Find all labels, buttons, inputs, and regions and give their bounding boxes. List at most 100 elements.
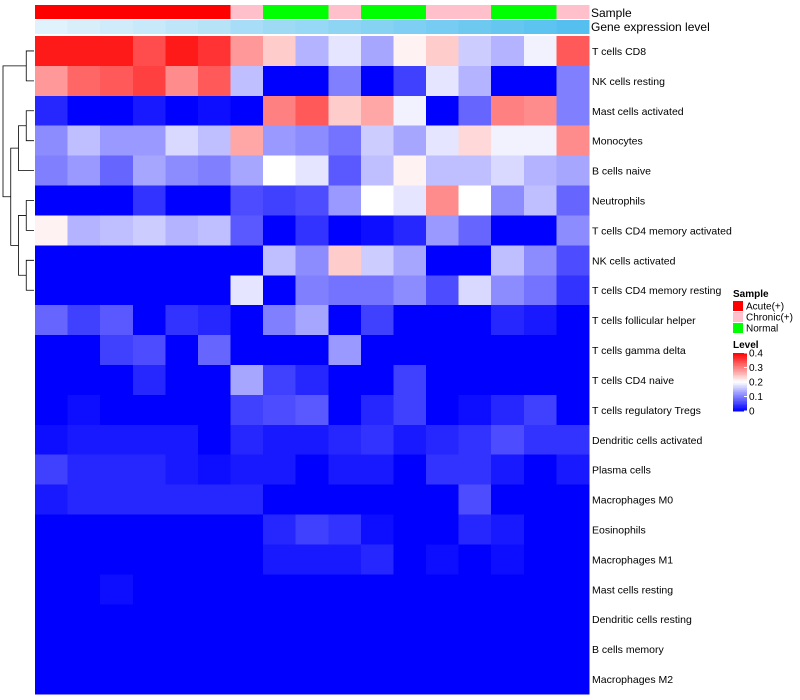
gene-expression-annotation-cell [426,20,460,34]
heatmap-cell [360,664,394,695]
heatmap-cell [197,305,231,336]
dendrogram-branch [10,147,19,246]
heatmap-cell [556,335,590,366]
heatmap-cell [295,484,329,515]
heatmap-cell [523,514,557,545]
heatmap-cell [426,604,460,635]
heatmap-cell [35,454,68,486]
heatmap-cell [491,95,525,127]
colorbar-segment [733,363,747,366]
gene-expression-annotation-cell [263,20,297,34]
heatmap-cell [263,65,297,97]
colorbar-segment [733,380,747,383]
heatmap-cell [67,125,101,157]
heatmap-cell [556,484,590,515]
heatmap-cell [67,634,101,665]
heatmap-cell [132,634,166,665]
heatmap-cell [67,335,101,366]
heatmap-cell [197,155,231,186]
heatmap-cell [165,454,199,486]
heatmap-cell [491,454,525,486]
heatmap-cell [67,484,101,515]
heatmap-cell [197,275,231,306]
colorbar-segment [733,409,747,412]
row-dendrogram [2,50,34,291]
heatmap-cell [100,215,134,246]
heatmap-cell [295,574,329,605]
heatmap-cell [165,36,199,67]
heatmap-cell [393,634,427,665]
heatmap-cell [132,424,166,456]
heatmap-cell [360,335,394,366]
heatmap-cell [360,484,394,515]
sample-annotation-bar [35,5,590,19]
heatmap-cell [35,185,68,216]
heatmap-cell [67,365,101,396]
heatmap-cell [100,365,134,396]
heatmap-cell [556,394,590,426]
colorbar-segment [733,376,747,379]
colorbar-segment [733,366,747,368]
heatmap-cell [230,65,264,97]
heatmap-cell [132,335,166,366]
heatmap-cell [263,365,297,396]
heatmap-cell [393,424,427,456]
heatmap-cell [132,155,166,186]
row-label: T cells CD4 memory resting [592,285,721,297]
heatmap-cell [393,544,427,575]
heatmap-cell [328,454,362,486]
heatmap-cell [230,185,264,216]
heatmap-cell [263,574,297,605]
heatmap-cell [360,514,394,545]
heatmap-cell [458,484,492,515]
dendrogram-branch [25,50,34,82]
heatmap-cell [197,185,231,216]
heatmap-cell [100,305,134,336]
heatmap-cell [523,275,557,306]
heatmap-cell [165,155,199,186]
heatmap-cell [165,95,199,127]
heatmap-cell [360,394,394,426]
heatmap-cell [197,36,231,67]
heatmap-cell [491,634,525,665]
colorbar-segment [733,364,747,367]
heatmap-cell [360,95,394,127]
heatmap-cell [360,185,394,216]
heatmap-cell [230,275,264,306]
heatmap-cell [393,155,427,186]
heatmap-cell [100,424,134,456]
heatmap-cell [426,544,460,575]
colorbar-segment [733,379,747,382]
heatmap-cell [165,125,199,157]
row-label: NK cells activated [592,255,676,267]
heatmap-cell [132,36,166,67]
heatmap-cell [523,634,557,665]
heatmap-cell [556,125,590,157]
heatmap-cell [132,275,166,306]
heatmap-cell [360,604,394,635]
heatmap-cell [328,36,362,67]
heatmap-cell [230,664,264,695]
heatmap-cell [328,514,362,545]
heatmap-cell [556,424,590,456]
colorbar-segment [733,382,747,384]
heatmap-cell [523,365,557,396]
heatmap-cell [263,544,297,575]
heatmap-cell [67,664,101,695]
heatmap-cell [295,544,329,575]
heatmap-cell [426,484,460,515]
colorbar-segment [733,367,747,370]
heatmap-cell [35,36,68,67]
heatmap-cell [100,185,134,216]
heatmap-cell [263,36,297,67]
heatmap-cell [295,394,329,426]
colorbar-segment [733,371,747,374]
heatmap-cell [67,454,101,486]
heatmap-cell [67,155,101,186]
heatmap-cell [35,335,68,366]
heatmap-cell [197,335,231,366]
heatmap-cell [295,365,329,396]
row-label: Macrophages M2 [592,674,673,686]
heatmap-cell [165,65,199,97]
gene-expression-annotation-bar [35,20,590,34]
